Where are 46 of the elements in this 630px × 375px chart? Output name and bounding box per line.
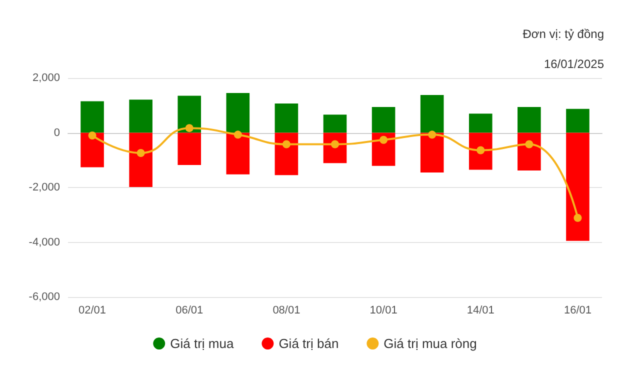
bar (80, 101, 104, 133)
legend-label: Giá trị mua (170, 336, 234, 351)
bar (274, 103, 298, 133)
point (88, 131, 96, 140)
x-tick-label: 16/01 (564, 304, 592, 316)
x-tick-label: 02/01 (78, 304, 106, 316)
bar (226, 132, 250, 174)
point (574, 214, 582, 222)
text: 16/01/2025 (544, 57, 604, 71)
point (380, 136, 388, 144)
legend-label: Giá trị bán (278, 336, 339, 351)
bar (518, 132, 541, 171)
bar (518, 107, 541, 133)
y-tick-label: -6,000 (28, 291, 60, 303)
y-tick-label: -4,000 (28, 236, 60, 248)
bar (566, 108, 590, 133)
x-tick-label: 06/01 (176, 304, 204, 316)
y-tick-label: 2,000 (32, 72, 60, 84)
bar (178, 132, 202, 166)
point (525, 140, 534, 148)
point (136, 149, 145, 158)
bar (420, 132, 444, 172)
bar (420, 94, 444, 133)
bar (468, 114, 492, 133)
y-tick-label: 0 (54, 126, 60, 139)
bar (468, 132, 492, 170)
bar (129, 100, 152, 133)
x-tick-label: 14/01 (466, 304, 494, 316)
x-tick-label: 10/01 (370, 304, 398, 316)
bar (372, 107, 396, 133)
bar (178, 96, 202, 133)
x-tick-label: 08/01 (272, 304, 300, 316)
bar (129, 132, 152, 187)
bar (566, 132, 590, 241)
point (476, 146, 485, 154)
text: Đơn vị: tỷ đồng (522, 27, 604, 41)
bar (274, 132, 298, 176)
y-tick-label: -2,000 (28, 182, 60, 194)
point (234, 130, 242, 139)
bar (80, 132, 104, 168)
point (282, 140, 290, 148)
point (185, 124, 194, 132)
point (428, 130, 436, 139)
legend-label: Giá trị mua ròng (384, 336, 477, 351)
bar (226, 93, 250, 133)
bar (323, 114, 347, 133)
